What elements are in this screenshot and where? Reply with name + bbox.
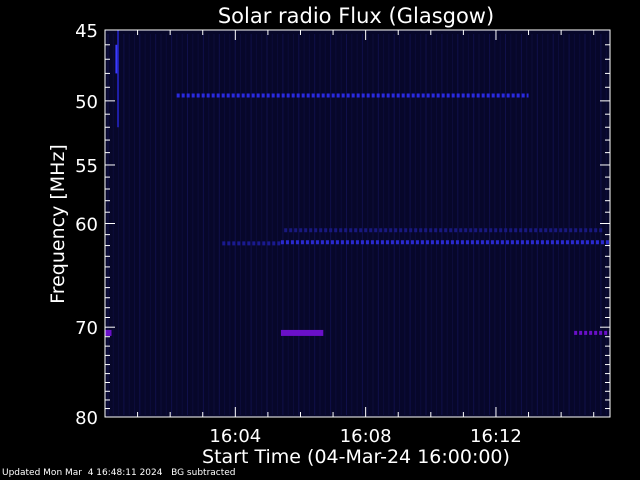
x-tick-label: 16:04 (209, 426, 261, 447)
emission-features (105, 30, 610, 336)
footer-updated: Updated Mon Mar 4 16:48:11 2024 (2, 468, 163, 478)
y-tick-label: 80 (75, 408, 98, 429)
x-tick-label: 16:12 (470, 426, 522, 447)
y-tick-label: 45 (75, 21, 98, 42)
y-tick-label: 70 (75, 318, 98, 339)
axis-ticks: 45 50 55 60 70 80 16:04 16:08 16:12 (75, 21, 610, 447)
x-axis-label: Start Time (04-Mar-24 16:00:00) (202, 446, 510, 468)
y-tick-label: 55 (75, 156, 98, 177)
footer-note: BG subtracted (171, 468, 236, 478)
x-tick-label: 16:08 (340, 426, 392, 447)
y-axis-label: Frequency [MHz] (47, 144, 69, 304)
emission-band (105, 329, 112, 336)
emission-band (280, 329, 324, 336)
spectrogram-texture (107, 34, 607, 415)
y-tick-label: 60 (75, 215, 98, 236)
chart-title: Solar radio Flux (Glasgow) (218, 4, 494, 28)
y-tick-label: 50 (75, 92, 98, 113)
footer: Updated Mon Mar 4 16:48:11 2024 BG subtr… (2, 468, 236, 478)
